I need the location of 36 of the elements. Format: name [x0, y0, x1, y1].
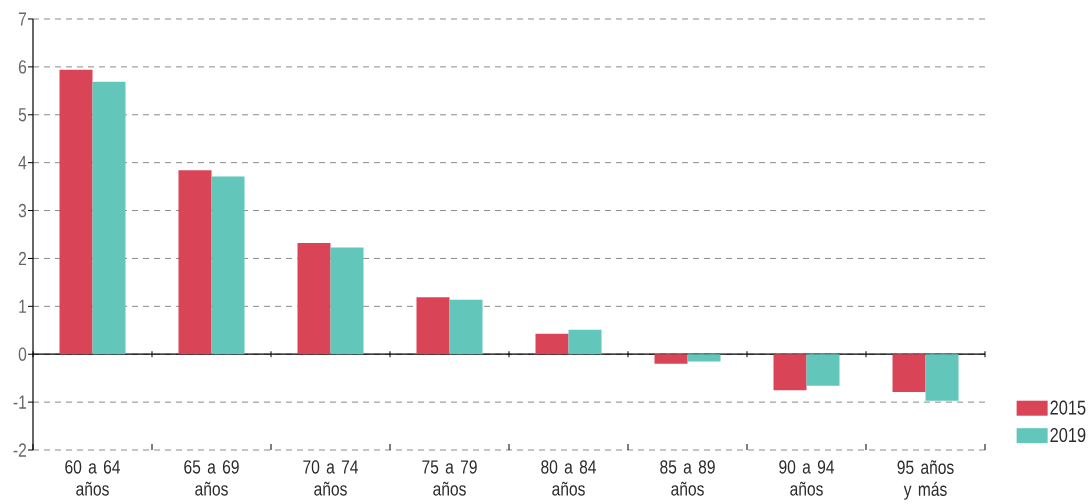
y-tick-label: 0 — [18, 347, 27, 361]
x-tick-label: 70 a 74 años — [303, 460, 359, 496]
y-tick-label: -1 — [13, 395, 27, 409]
y-tick-label: 1 — [19, 299, 27, 313]
y-tick-label: 3 — [18, 203, 27, 218]
bar — [92, 81, 126, 355]
bar — [892, 354, 926, 393]
bar — [178, 170, 212, 355]
bar — [59, 69, 93, 355]
y-tick-label: 5 — [18, 108, 27, 122]
y-tick-label: 7 — [18, 12, 27, 26]
bar — [654, 354, 688, 364]
bar — [773, 354, 807, 391]
x-tick-label: 60 a 64 años — [65, 460, 121, 496]
y-tick-label: -2 — [13, 443, 27, 457]
x-tick-label: 65 a 69 años — [184, 460, 239, 496]
legend-label: 2015 — [1050, 400, 1086, 415]
bar — [687, 354, 721, 362]
bar — [416, 297, 450, 355]
bar — [211, 176, 245, 355]
bar — [330, 247, 364, 355]
bar — [297, 243, 331, 355]
y-tick-label: 6 — [18, 60, 27, 74]
bar — [568, 329, 602, 355]
y-tick-label: 2 — [18, 251, 27, 266]
x-tick-label: 95 años y más — [897, 460, 954, 500]
bar — [449, 299, 483, 355]
x-tick-label: 90 a 94 años — [779, 460, 835, 496]
y-tick-label: 4 — [18, 156, 27, 170]
bar — [535, 333, 569, 355]
x-tick-label: 75 a 79 años — [422, 460, 477, 496]
x-tick-label: 80 a 84 años — [541, 460, 597, 496]
x-tick-label: 85 a 89 años — [660, 460, 715, 496]
bar — [925, 354, 959, 401]
legend-label: 2019 — [1050, 427, 1086, 443]
bar — [806, 354, 840, 386]
